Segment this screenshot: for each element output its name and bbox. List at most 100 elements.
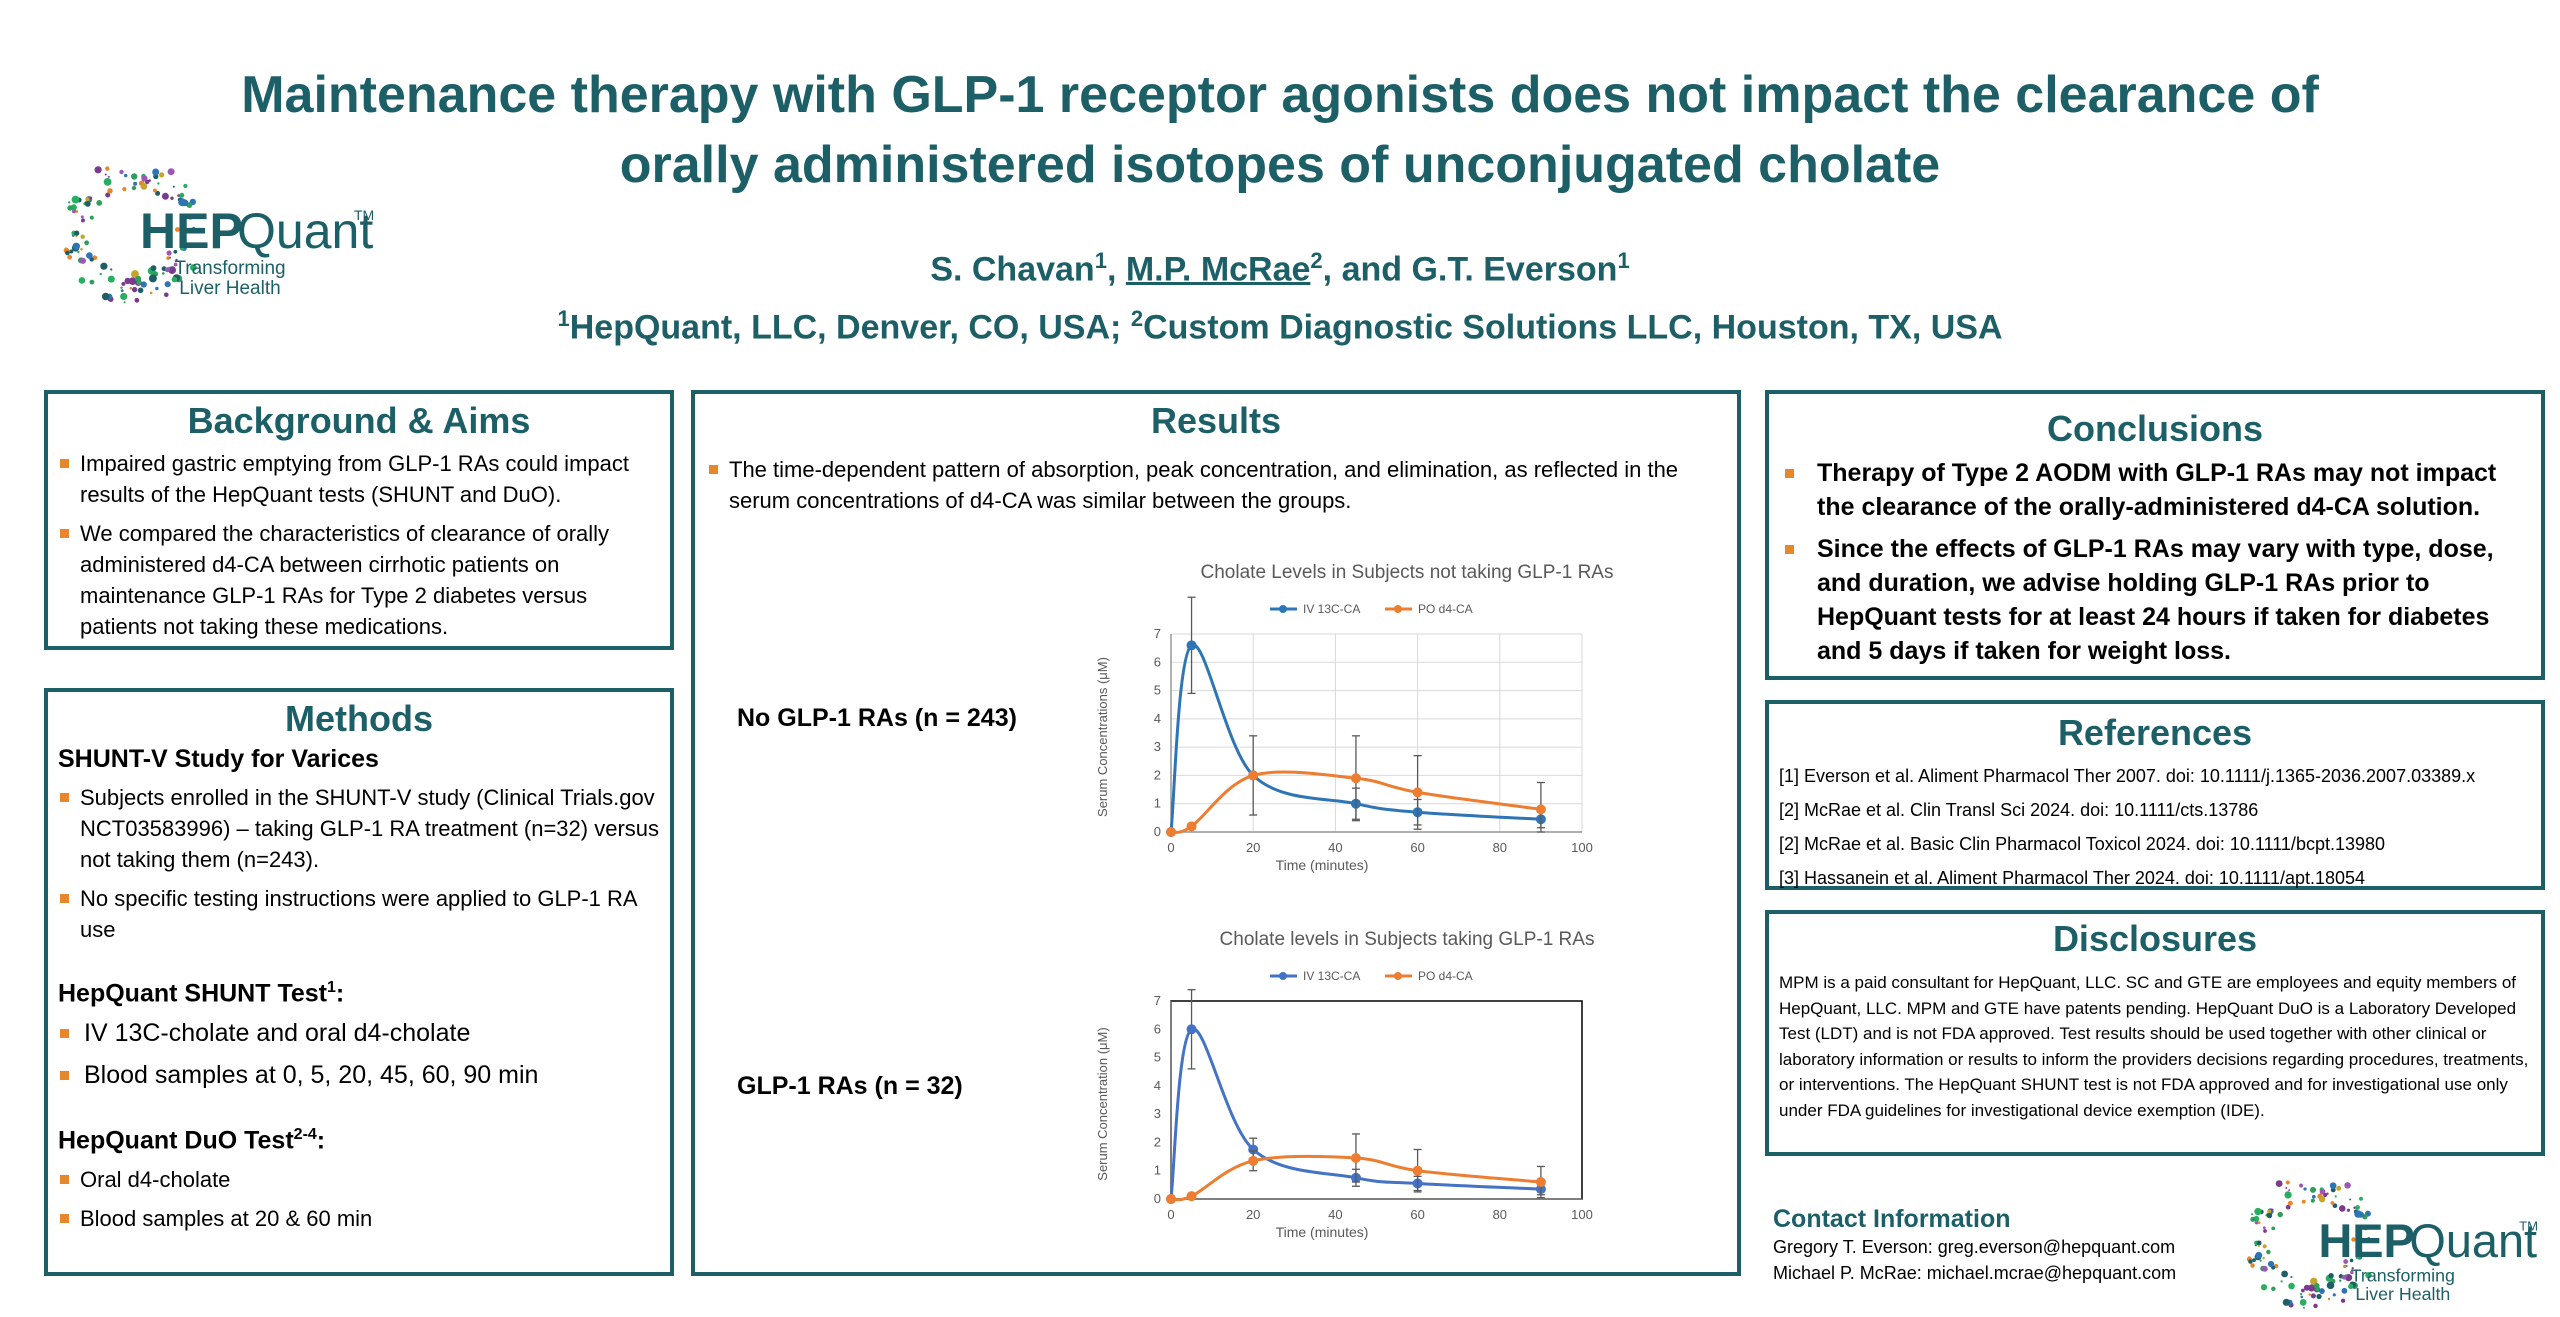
logo-dot [175,227,180,232]
logo-dot [179,246,184,251]
duo-bullet: Oral d4-cholate [58,1164,660,1195]
logo-dot [72,242,80,250]
logo-dot [169,256,172,259]
logo-dot [164,292,169,298]
logo-dot [2339,1279,2342,1282]
author-2: M.P. McRae [1125,250,1311,289]
logo-dot [2257,1245,2260,1248]
logo-dot [2330,1201,2335,1205]
logo-dot [119,169,124,175]
logo-dot [2349,1258,2354,1263]
logo-dot [179,215,184,220]
series-point-1 [1535,804,1546,815]
background-panel: Background & Aims Impaired gastric empty… [44,390,674,650]
methods-title: Methods [285,698,433,739]
author-sep: , [1106,250,1126,289]
shunt-heading-sup: 1 [327,979,336,996]
logo-dot [2343,1264,2347,1269]
logo-dot [2256,1240,2262,1246]
logo-dot [2271,1226,2276,1231]
y-tick-label: 5 [1154,683,1161,698]
series-point-1 [1248,1155,1259,1166]
logo-dot [177,194,180,197]
study-heading: SHUNT-V Study for Varices [58,745,379,773]
logo-dot [137,287,144,294]
logo-dot [103,178,112,186]
logo-dot [2275,1180,2283,1187]
logo-dot [2266,1212,2273,1219]
logo-dot [101,292,110,301]
affiliation-2: Custom Diagnostic Solutions LLC, Houston… [1143,308,2003,347]
logo-dot [2250,1263,2255,1268]
logo-dot [2299,1298,2307,1306]
logo-dot [133,181,138,186]
logo-tm: TM [354,207,374,223]
logo-dot [2323,1192,2328,1198]
x-tick-label: 60 [1410,840,1424,855]
reference-item: [1] Everson et al. Aliment Pharmacol The… [1779,766,2476,786]
authors-line: S. Chavan1, M.P. McRae2, and G.T. Everso… [380,236,2180,294]
group-label-no-glp1: No GLP-1 RAs (n = 243) [737,704,1017,732]
logo-dot [96,200,103,206]
logo-dot [2311,1194,2316,1199]
reference-item: [2] McRae et al. Basic Clin Pharmacol To… [1779,834,2386,854]
logo-dot [120,286,123,289]
logo-dot [105,166,110,171]
logo-dot [2262,1226,2266,1230]
series-point-1 [1186,1191,1197,1202]
author-block: S. Chavan1, M.P. McRae2, and G.T. Everso… [380,236,2180,353]
author-1-sup: 1 [1094,248,1107,273]
chart-glp1: Cholate levels in Subjects taking GLP-1 … [1095,929,1594,1240]
logo-dot [2310,1293,2316,1299]
logo-dot [89,215,94,220]
series-line-0 [1169,1027,1541,1200]
logo-dot [78,277,86,284]
poster-title: Maintenance therapy with GLP-1 receptor … [230,60,2330,200]
logo-dot [2327,1297,2331,1301]
logo-dot [2319,1288,2325,1294]
series-point-0 [1248,1144,1259,1155]
logo-dot [71,195,80,204]
hepquant-logo-bottom: HEP Quant TM Transforming Liver Health [2245,1165,2555,1315]
logo-dot [2277,1211,2283,1218]
logo-dot [188,215,193,220]
disclosures-title: Disclosures [2052,918,2258,959]
logo-dot [131,173,138,180]
logo-dot [140,281,147,288]
logo-dot [104,173,107,176]
disclosures-text: MPM is a paid consultant for HepQuant, L… [1779,973,2529,1120]
logo-dot [2267,1260,2275,1268]
logo-dot [172,185,175,188]
author-3-sup: 1 [1617,248,1630,273]
logo-dot [2263,1229,2267,1233]
logo-dot [2359,1196,2363,1201]
logo-dot [141,175,148,182]
logo-dot [181,199,189,207]
aff-1-sup: 1 [557,306,570,332]
logo-dot [2285,1180,2290,1185]
logo-dot [107,175,110,178]
logo-hep: HEP [140,203,243,259]
x-tick-label: 80 [1493,840,1507,855]
methods-panel: Methods SHUNT-V Study for Varices Subjec… [44,688,674,1276]
references-title: References [2057,712,2253,753]
author-3: G.T. Everson [1411,250,1618,289]
author-1: S. Chavan [930,250,1095,289]
plot-area: 0 20 40 60 80 100 0 1 2 3 4 5 6 7 [1154,596,1593,855]
logo-dot [131,185,137,191]
logo-dot [2363,1226,2368,1231]
logo-dot [89,196,93,200]
logo-dot [84,240,89,246]
logo-dot [2355,1205,2360,1210]
logo-dot [2262,1244,2267,1249]
logo-dot [173,249,178,254]
hepquant-logo-mark: HEP Quant TM Transforming Liver Health [2246,1180,2538,1309]
logo-dot [2262,1265,2268,1272]
logo-dot [67,254,73,260]
logo-dot [2288,1189,2291,1192]
logo-dot [2280,1280,2283,1283]
logo-dot [2299,1292,2303,1296]
logo-dot [2351,1237,2356,1242]
series-point-1 [1535,1177,1546,1188]
legend-marker-po [1394,972,1402,980]
